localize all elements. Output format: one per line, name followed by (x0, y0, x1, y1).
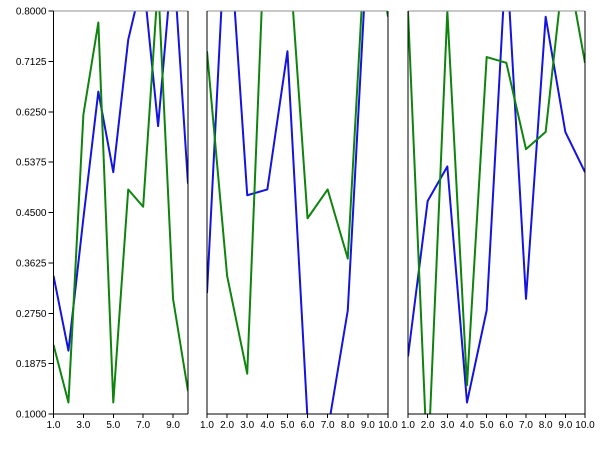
y-tick-label: 0.6250 (16, 107, 47, 118)
y-tick-label: 0.3625 (16, 258, 47, 269)
x-tick-label: 6.0 (301, 420, 315, 431)
y-tick-label: 0.4500 (16, 208, 47, 219)
x-tick-label: 5.0 (280, 420, 294, 431)
y-tick-label: 0.1875 (16, 359, 47, 370)
x-tick-label: 9.0 (166, 420, 180, 431)
x-tick-label: 6.0 (499, 420, 513, 431)
series-blue-line (408, 11, 585, 404)
series-blue-line (207, 11, 365, 414)
y-tick-label: 0.5375 (16, 158, 47, 169)
y-tick-label: 0.7125 (16, 57, 47, 68)
x-tick-label: 5.0 (480, 420, 494, 431)
subplot-3: 1.0 2.0 3.0 4.0 5.0 6.0 7.0 8.0 9.0 10.0 (401, 10, 595, 431)
x-tick-label: 9.0 (558, 420, 572, 431)
y-tick-label: 0.1000 (16, 410, 47, 421)
x-tick-label: 3.0 (440, 420, 454, 431)
x-tick-label: 1.0 (47, 420, 61, 431)
x-tick-label: 7.0 (321, 420, 335, 431)
x-tick-label: 2.0 (220, 420, 234, 431)
x-tick-label: 1.0 (401, 420, 415, 431)
x-tick-label: 3.0 (240, 420, 254, 431)
subplot-2: 1.0 2.0 3.0 4.0 5.0 6.0 7.0 8.0 9.0 10.0 (200, 10, 398, 431)
y-tick-label: 0.8000 (16, 7, 47, 18)
x-tick-label: 4.0 (460, 420, 474, 431)
x-tick-label: 9.0 (361, 420, 375, 431)
series-green-line (207, 11, 388, 375)
x-tick-label: 2.0 (421, 420, 435, 431)
series-green-line (408, 11, 585, 414)
y-tick-label: 0.2750 (16, 309, 47, 320)
x-tick-label: 7.0 (519, 420, 533, 431)
x-tick-label: 8.0 (341, 420, 355, 431)
x-tick-label: 1.0 (200, 420, 214, 431)
x-tick-label: 4.0 (260, 420, 274, 431)
x-tick-label: 5.0 (106, 420, 120, 431)
x-tick-label: 10.0 (575, 420, 595, 431)
x-tick-label: 8.0 (539, 420, 553, 431)
series-green-line (53, 11, 188, 404)
subplot-1: 1.0 3.0 5.0 7.0 9.0 0.1000 0.1875 0.2750 0.3625 0… (16, 7, 189, 431)
x-tick-label: 3.0 (76, 420, 90, 431)
x-tick-label: 7.0 (136, 420, 150, 431)
x-tick-label: 10.0 (378, 420, 398, 431)
series-blue-line (53, 11, 188, 352)
